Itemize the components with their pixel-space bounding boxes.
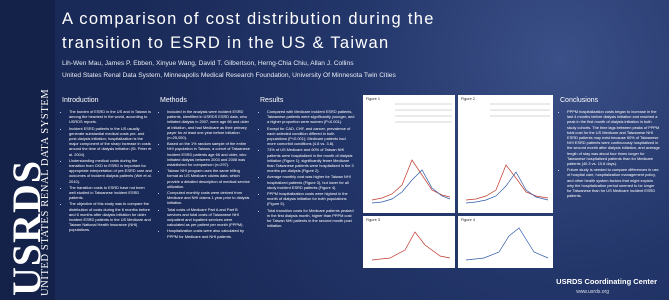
footer-url: www.usrds.org	[576, 289, 609, 295]
bullet: Total transition costs for Medicare pati…	[267, 208, 355, 229]
figure-panel	[363, 216, 455, 268]
bullet: Total costs of Medicare Part A and Part …	[167, 207, 250, 228]
section: Conclusions PPPM hospitalization costs be…	[560, 97, 660, 199]
bullet: Computed monthly costs were derived from…	[167, 190, 250, 206]
figure-label: Figure 2	[461, 97, 475, 101]
bullet: Hospitalization costs were also calculat…	[167, 228, 250, 238]
affiliation: United States Renal Data System, Minneap…	[62, 72, 396, 79]
bullet: Incident ESRD patients in the US usually…	[69, 126, 152, 157]
section: Introduction The burden of ESRD in the US…	[62, 97, 152, 234]
footer-center: USRDS Coordinating Center	[556, 277, 657, 286]
bullet: Understanding medical costs during the t…	[69, 158, 152, 184]
figure-label: Figure 3	[366, 218, 380, 222]
bullet: Compared with Medicare incident ESRD pat…	[267, 109, 355, 125]
bullet: The transition costs to ESRD have not be…	[69, 185, 152, 201]
section: Methods Included in the analysis were inc…	[160, 97, 250, 240]
bullet: The burden of ESRD in the US and in Taiw…	[69, 109, 152, 125]
figure-decor	[371, 231, 451, 261]
bullet: Taiwan NHI program uses the same billing…	[167, 168, 250, 189]
authors: Lih-Wen Mau, James P. Ebben, Xinyue Wang…	[62, 60, 354, 67]
bullet: Included in the analysis were incident E…	[167, 109, 250, 140]
bullet-list: Compared with Medicare incident ESRD pat…	[260, 109, 355, 228]
section-heading: Methods	[160, 97, 187, 104]
bullet-list: PPPM hospitalization costs began to incr…	[560, 109, 660, 198]
title-line: transition to ESRD in the US & Taiwan	[62, 34, 390, 52]
figure-label: Figure 1	[366, 97, 380, 101]
figure-decor	[371, 169, 451, 204]
figure-decor	[395, 103, 550, 123]
bullet: Average monthly cost was higher for Taiw…	[267, 174, 355, 190]
section-heading: Introduction	[62, 97, 99, 104]
figure-panel	[363, 95, 455, 213]
figure-panel	[458, 95, 553, 213]
bullet: Based on the 1% random sample of the ent…	[167, 141, 250, 167]
figure-label: Figure 4	[461, 218, 475, 222]
title-line: A comparison of cost distribution during…	[62, 10, 435, 28]
bullet: PPPM hospitalization costs began to incr…	[567, 109, 660, 166]
figure-decor	[465, 227, 549, 261]
bullet: The objective of this study was to compa…	[69, 201, 152, 232]
bullet: 73% of US Medicare and 60% of Taiwan NHI…	[267, 147, 355, 173]
section: Results Compared with Medicare incident E…	[260, 97, 355, 229]
bullet-list: Included in the analysis were incident E…	[160, 109, 250, 239]
figure-decor	[465, 171, 549, 204]
logo-band: USRDS UNITED STATES RENAL DATA SYSTEM	[0, 0, 55, 300]
bullet: Future study is needed to compare differ…	[567, 167, 660, 198]
bullet-list: The burden of ESRD in the US and in Taiw…	[62, 109, 152, 233]
section-heading: Conclusions	[560, 97, 599, 104]
section-heading: Results	[260, 97, 284, 104]
bullet: Except for CAD, CHF, and cancer, prevale…	[267, 126, 355, 147]
bullet: PPPM hospitalization costs were highest …	[267, 191, 355, 207]
